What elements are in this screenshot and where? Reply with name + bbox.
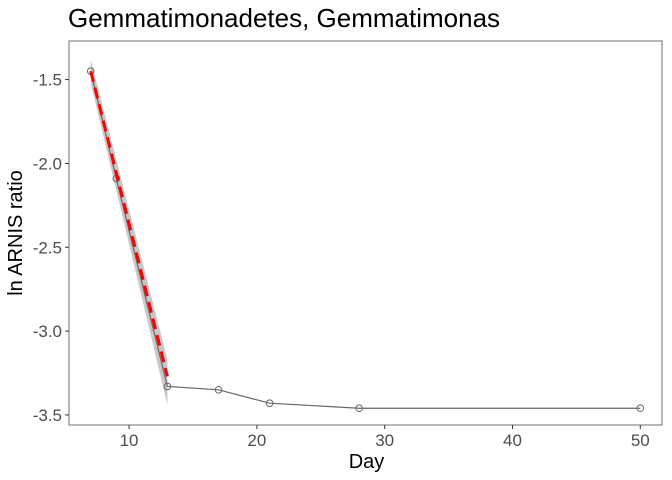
data-point xyxy=(636,404,645,413)
y-tick-label: -1.5 xyxy=(33,71,62,90)
y-tick-label: -3.0 xyxy=(33,322,62,341)
y-tick-label: -2.5 xyxy=(33,238,62,257)
fit-line-layer xyxy=(89,70,169,377)
y-tick-label: -3.5 xyxy=(33,406,62,425)
y-axis: -1.5 -2.0 -2.5 -3.0 -3.5 xyxy=(33,71,69,425)
y-axis-title: ln ARNIS ratio xyxy=(5,170,27,296)
x-tick-label: 20 xyxy=(247,431,266,450)
data-point xyxy=(355,404,363,413)
x-axis: 10 20 30 40 50 xyxy=(120,425,650,450)
x-axis-title: Day xyxy=(349,451,385,473)
fit-line xyxy=(89,70,169,377)
x-tick-label: 10 xyxy=(120,431,139,450)
data-point xyxy=(214,385,223,394)
x-tick-label: 50 xyxy=(631,431,650,450)
x-tick-label: 40 xyxy=(503,431,522,450)
plot-panel-border xyxy=(68,40,663,426)
data-point xyxy=(265,399,274,408)
observed-series-layer xyxy=(86,67,645,413)
y-tick-label: -2.0 xyxy=(33,154,62,173)
x-tick-label: 30 xyxy=(375,431,394,450)
observed-series-line xyxy=(90,71,641,409)
data-point xyxy=(163,382,172,391)
chart-title: Gemmatimonadetes, Gemmatimonas xyxy=(68,3,500,33)
